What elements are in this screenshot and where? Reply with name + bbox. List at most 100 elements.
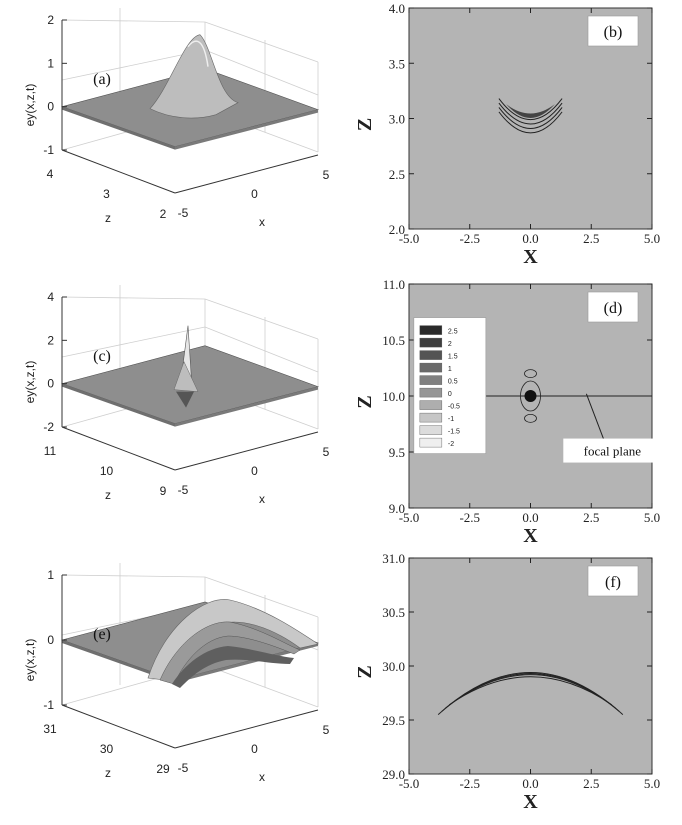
focus-base (173, 361, 199, 392)
y-tick-label: 30 (100, 742, 114, 756)
annotation-label: focal plane (584, 444, 642, 459)
panel-label: (e) (93, 626, 111, 643)
y-tick-label: 10 (100, 464, 114, 478)
x-tick-label: 5 (323, 723, 330, 737)
legend-label: 0 (448, 391, 452, 398)
x-tick-label: 5.0 (644, 231, 660, 246)
legend-swatch (419, 400, 443, 410)
contour-panel-d: -5.0 -2.5 0.0 2.5 5.09.09.510.010.511.0XZ(d)… (354, 277, 663, 547)
panel-label-box (587, 15, 639, 47)
panel-label: (f) (605, 574, 621, 591)
x-tick-label: 2.5 (583, 776, 599, 791)
x-tick-label: 2.5 (583, 231, 599, 246)
surface-panel-e: -1 0 1 ey(x,z,t) 31 30 29 z -5 0 5 x (e) (23, 563, 330, 784)
surface-edge (62, 640, 175, 683)
x-axis-label: x (259, 770, 265, 784)
x-tick-label: -5 (178, 483, 189, 497)
surface-edge (62, 106, 175, 150)
contour-line (498, 102, 563, 125)
x-axis-label: X (523, 791, 538, 813)
y-tick-label: 29.0 (382, 767, 405, 782)
x-tick-label: -5.0 (399, 776, 420, 791)
legend-swatch (419, 412, 443, 423)
x-tick-label: 0.0 (522, 231, 538, 246)
y-tick-label: 31 (43, 722, 57, 736)
legend-label: 2 (448, 341, 452, 348)
contour-line (520, 380, 541, 412)
x-axis-line (174, 709, 319, 749)
y-tick-label: 11 (44, 444, 57, 458)
y-tick-label: 11.0 (383, 277, 405, 292)
grid-line (204, 326, 319, 373)
y-axis-label: Z (354, 395, 376, 408)
z-tick-label: 1 (47, 56, 54, 70)
y-tick-label: 9 (160, 484, 167, 498)
y-axis-label: Z (354, 665, 376, 678)
contour-line (498, 111, 563, 134)
y-tick-label: 3.5 (389, 56, 405, 71)
grid-line (204, 21, 319, 63)
y-tick-label: 2.0 (389, 222, 405, 237)
panel-label-box (587, 565, 639, 597)
legend-swatch (419, 325, 443, 335)
y-tick-label: 2.5 (389, 167, 405, 182)
contour-line (524, 369, 537, 379)
legend-swatch (419, 362, 443, 373)
surface-panel-a: -1 0 1 2 ey(x,z,t) 4 3 2 z -5 0 5 x (a) (23, 8, 330, 229)
x-tick-label: -5.0 (399, 231, 420, 246)
grid-line (61, 296, 206, 300)
z-tick-label: -1 (43, 698, 54, 712)
grid-line (204, 664, 319, 708)
x-tick-label: 5.0 (644, 510, 660, 525)
focus-dip (176, 391, 194, 408)
legend-swatch (419, 437, 443, 448)
grid-line (204, 576, 319, 618)
panel-label: (c) (93, 348, 111, 365)
y-axis-label: z (105, 211, 111, 225)
z-tick-label: -1 (43, 143, 54, 157)
annotation-box (563, 438, 663, 463)
surface-edge (175, 386, 318, 427)
y-tick-label: 9.0 (389, 501, 405, 516)
grid-line (61, 49, 206, 81)
panel-label: (a) (93, 71, 111, 88)
x-tick-label: 0 (251, 464, 258, 478)
y-tick-label: 4 (47, 167, 54, 181)
z-axis-label: ey(x,z,t) (23, 84, 37, 127)
contour-line (524, 413, 537, 423)
x-tick-label: -2.5 (459, 776, 480, 791)
legend-label: -1.5 (448, 429, 460, 436)
y-tick-label: 3.0 (389, 112, 405, 127)
y-tick-label: 9.5 (389, 445, 405, 460)
y-tick-label: 3 (103, 187, 110, 201)
y-tick-label: 30.0 (382, 659, 405, 674)
legend-swatch (419, 375, 443, 385)
x-tick-label: 0.0 (522, 510, 538, 525)
x-axis-label: X (523, 525, 538, 547)
grid-line (204, 298, 319, 340)
x-tick-label: 0.0 (522, 776, 538, 791)
panel-label-box (587, 291, 639, 323)
contour-core (506, 104, 555, 118)
x-axis-label: X (523, 246, 538, 268)
z-tick-label: 2 (47, 333, 54, 347)
z-tick-label: 0 (47, 633, 54, 647)
surface-edge (175, 643, 318, 683)
y-tick-label: 29.5 (382, 713, 405, 728)
y-tick-label: 2 (160, 207, 167, 221)
z-axis-label: ey(x,z,t) (23, 361, 37, 404)
contour-line (498, 107, 563, 129)
x-axis-line (174, 431, 319, 471)
legend-label: -2 (448, 441, 454, 448)
curved-pulse-shadow (172, 646, 294, 688)
pulse-highlight (187, 40, 209, 67)
z-tick-label: 1 (47, 568, 54, 582)
z-tick-label: 2 (47, 13, 54, 27)
y-tick-label: 4.0 (389, 1, 405, 16)
legend-label: 0.5 (448, 379, 458, 386)
z-tick-label: 0 (47, 100, 54, 114)
curved-pulse-inner (159, 621, 301, 685)
contour-panel-b: -5.0 -2.5 0.0 2.5 5.0 2.0 2.5 3.0 3.5 4.0 X Z (b) (354, 1, 660, 268)
legend-label: -1 (448, 416, 454, 423)
grid-line (61, 574, 206, 578)
